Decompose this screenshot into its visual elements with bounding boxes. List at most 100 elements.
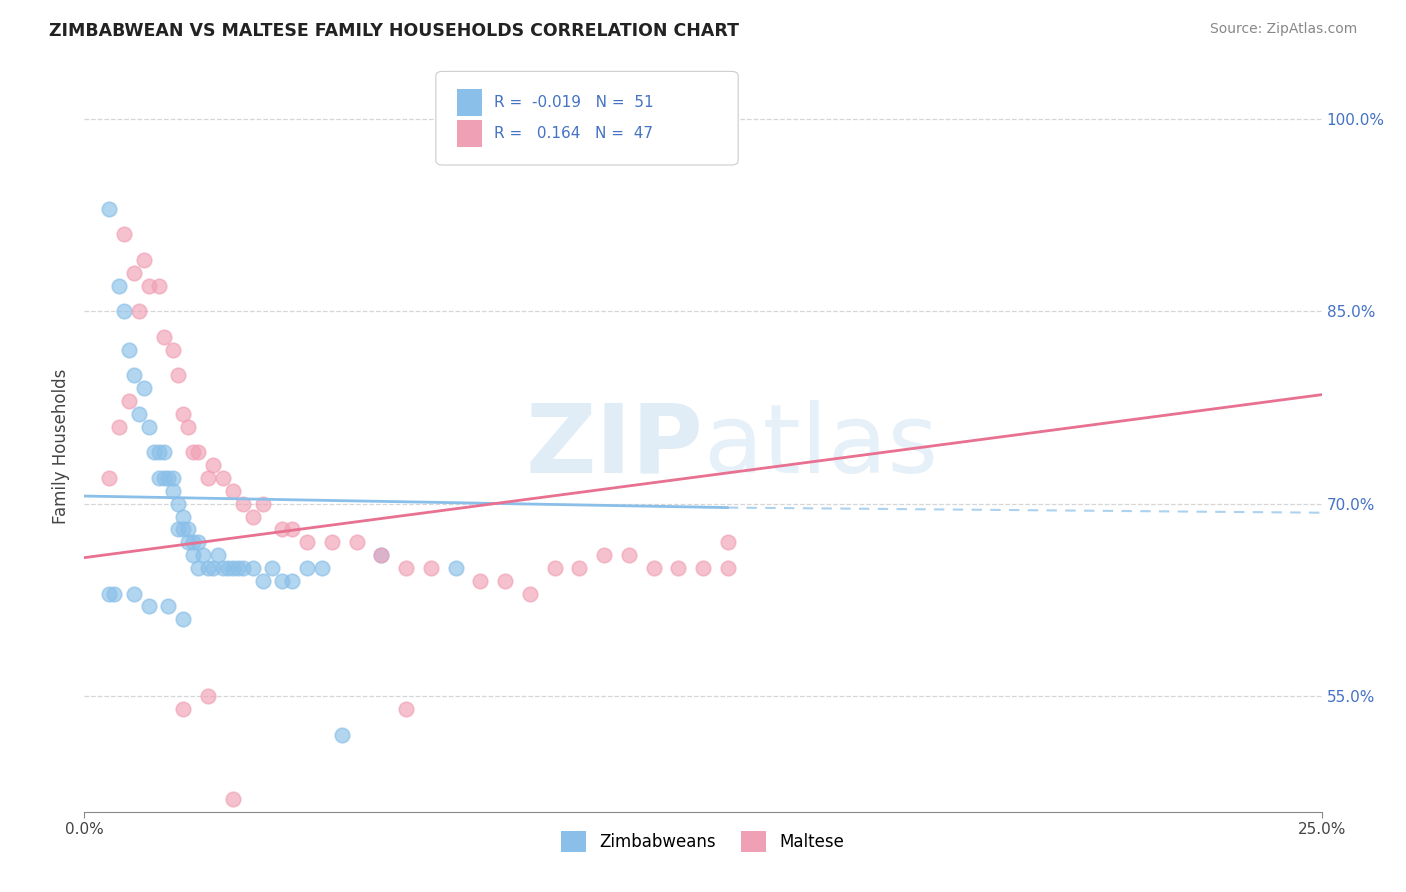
Point	[112, 227, 135, 242]
Point	[172, 407, 194, 421]
Point	[222, 483, 245, 498]
Text: R =  -0.019   N =  51: R = -0.019 N = 51	[494, 95, 654, 110]
Point	[177, 523, 200, 537]
Point	[172, 509, 194, 524]
Point	[281, 574, 304, 588]
Point	[321, 535, 343, 549]
Point	[330, 728, 353, 742]
Point	[142, 445, 165, 459]
Point	[122, 368, 145, 383]
Text: Source: ZipAtlas.com: Source: ZipAtlas.com	[1209, 22, 1357, 37]
Point	[281, 523, 304, 537]
Point	[118, 394, 141, 409]
Legend: Zimbabweans, Maltese: Zimbabweans, Maltese	[555, 824, 851, 858]
Point	[138, 419, 160, 434]
Point	[108, 278, 131, 293]
Point	[395, 561, 418, 575]
Point	[197, 690, 219, 704]
Point	[252, 497, 274, 511]
Point	[148, 445, 170, 459]
Point	[157, 599, 180, 614]
Point	[187, 561, 209, 575]
Point	[262, 561, 284, 575]
Point	[666, 561, 689, 575]
Point	[118, 343, 141, 357]
Point	[197, 561, 219, 575]
Text: R =   0.164   N =  47: R = 0.164 N = 47	[494, 127, 652, 141]
Point	[167, 523, 190, 537]
Text: ZIP: ZIP	[524, 400, 703, 492]
Point	[108, 419, 131, 434]
Point	[191, 548, 214, 562]
Point	[138, 278, 160, 293]
Point	[152, 445, 174, 459]
Point	[242, 509, 264, 524]
Point	[232, 561, 254, 575]
Point	[98, 471, 121, 485]
Point	[617, 548, 640, 562]
Point	[717, 561, 740, 575]
Point	[172, 523, 194, 537]
Point	[226, 561, 249, 575]
Point	[172, 702, 194, 716]
Point	[187, 445, 209, 459]
Point	[177, 535, 200, 549]
Point	[271, 574, 294, 588]
Point	[148, 278, 170, 293]
Point	[162, 483, 184, 498]
Point	[444, 561, 467, 575]
Point	[122, 266, 145, 280]
Point	[167, 368, 190, 383]
Point	[692, 561, 714, 575]
Point	[172, 612, 194, 626]
Point	[543, 561, 565, 575]
Point	[593, 548, 616, 562]
Point	[494, 574, 516, 588]
Point	[519, 586, 541, 600]
Point	[419, 561, 441, 575]
Point	[295, 561, 318, 575]
Point	[207, 548, 229, 562]
Point	[132, 252, 155, 267]
Point	[128, 304, 150, 318]
Point	[212, 471, 235, 485]
Point	[132, 381, 155, 395]
Point	[222, 792, 245, 806]
Point	[181, 548, 204, 562]
Point	[162, 471, 184, 485]
Point	[217, 561, 239, 575]
Point	[187, 535, 209, 549]
Point	[470, 574, 492, 588]
Point	[643, 561, 665, 575]
Point	[138, 599, 160, 614]
Point	[212, 561, 235, 575]
Point	[568, 561, 591, 575]
Point	[717, 535, 740, 549]
Point	[128, 407, 150, 421]
Point	[370, 548, 392, 562]
Point	[112, 304, 135, 318]
Point	[311, 561, 333, 575]
Point	[103, 586, 125, 600]
Point	[197, 471, 219, 485]
Point	[148, 471, 170, 485]
Point	[152, 471, 174, 485]
Point	[157, 471, 180, 485]
Y-axis label: Family Households: Family Households	[52, 368, 70, 524]
Point	[242, 561, 264, 575]
Point	[181, 535, 204, 549]
Point	[98, 586, 121, 600]
Point	[162, 343, 184, 357]
Point	[202, 458, 225, 473]
Point	[202, 561, 225, 575]
Text: ZIMBABWEAN VS MALTESE FAMILY HOUSEHOLDS CORRELATION CHART: ZIMBABWEAN VS MALTESE FAMILY HOUSEHOLDS …	[49, 22, 740, 40]
Point	[295, 535, 318, 549]
Point	[271, 523, 294, 537]
Point	[346, 535, 368, 549]
Point	[252, 574, 274, 588]
Point	[122, 586, 145, 600]
Point	[167, 497, 190, 511]
Point	[370, 548, 392, 562]
Text: atlas: atlas	[703, 400, 938, 492]
Point	[152, 330, 174, 344]
